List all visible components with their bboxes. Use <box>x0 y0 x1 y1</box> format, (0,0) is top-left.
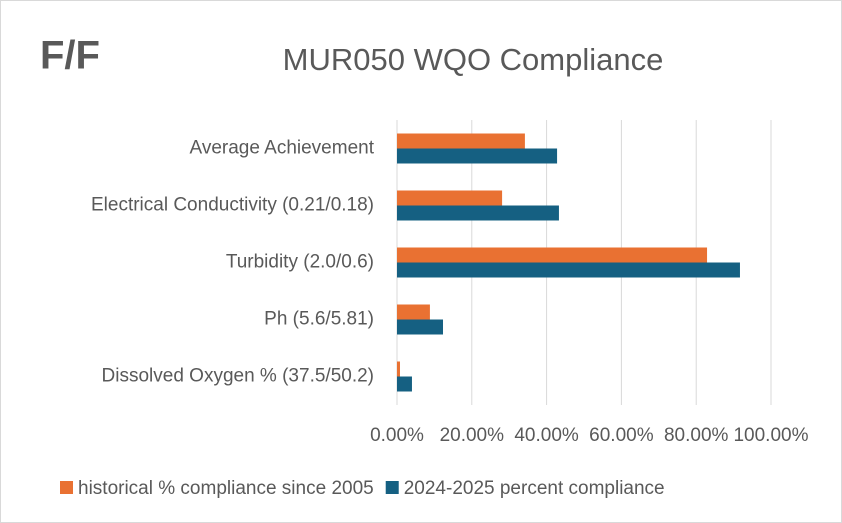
x-tick-label: 100.00% <box>733 425 808 446</box>
bar <box>397 148 558 164</box>
bar <box>397 304 430 320</box>
x-tick-label: 80.00% <box>664 425 729 446</box>
legend-swatch <box>60 481 73 494</box>
x-tick-label: 20.00% <box>440 425 505 446</box>
y-tick-label: Ph (5.6/5.81) <box>264 309 374 330</box>
legend-label: historical % compliance since 2005 <box>78 478 374 499</box>
bar <box>397 190 503 206</box>
y-tick-label: Electrical Conductivity (0.21/0.18) <box>91 195 374 216</box>
y-tick-label: Average Achievement <box>190 138 375 159</box>
chart-title: MUR050 WQO Compliance <box>283 42 664 77</box>
bar <box>397 361 400 377</box>
x-tick-label: 0.00% <box>370 425 424 446</box>
y-tick-label: Dissolved Oxygen % (37.5/50.2) <box>102 366 374 387</box>
bar <box>397 205 559 221</box>
bar <box>397 262 740 278</box>
bar <box>397 247 708 263</box>
legend-label: 2024-2025 percent compliance <box>404 478 665 499</box>
legend-swatch <box>385 481 399 494</box>
y-tick-label: Turbidity (2.0/0.6) <box>226 252 374 273</box>
bar <box>397 376 412 392</box>
x-tick-label: 60.00% <box>589 425 654 446</box>
x-tick-label: 40.00% <box>514 425 579 446</box>
bar <box>397 133 525 149</box>
bar <box>397 319 444 335</box>
annotation: F/F <box>40 34 100 78</box>
